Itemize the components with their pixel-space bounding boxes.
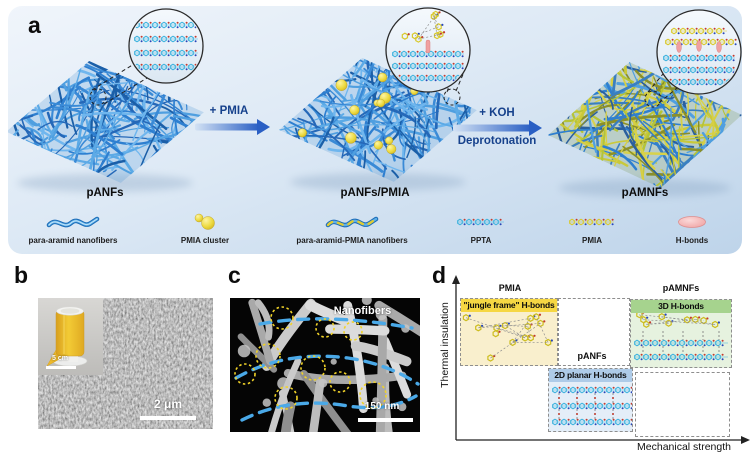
y-axis-label: Thermal insulation — [439, 302, 451, 388]
sem-closeup-micrograph — [230, 298, 420, 432]
x-axis-label: Mechanical strength — [637, 441, 731, 453]
sem-micrograph — [38, 298, 213, 429]
arrow1-label: + PMIA — [209, 105, 249, 117]
stage-pamnfs-label: pAMNFs — [621, 187, 669, 199]
pamnfs-item-name: pAMNFs — [662, 283, 700, 293]
empty-region-box-bottom — [635, 372, 730, 437]
stage-panfs-label: pANFs — [86, 187, 124, 199]
ppta-structure-inset-circle — [128, 8, 204, 84]
panfs-item-name: pANFs — [577, 351, 607, 361]
legend-label-para-aramid-pmia-nanofibers: para-aramid-PMIA nanofibers — [296, 236, 408, 245]
pmia-item-name: PMIA — [498, 283, 522, 293]
panel-b-label: b — [14, 262, 29, 288]
3d-hbond-structure-art — [634, 313, 728, 361]
legend-label-ppta: PPTA — [470, 236, 492, 245]
pmia-addition-arrow — [195, 119, 270, 135]
pmia-bond-header: "jungle frame" H-bonds — [461, 299, 557, 312]
chart-axes — [452, 275, 750, 444]
empty-region-box-top — [558, 298, 630, 366]
sem-c-scale-bar-label: 150 nm — [364, 401, 400, 412]
2d-planar-hbond-structure-art — [552, 386, 632, 426]
legend-label-pmia-cluster: PMIA cluster — [180, 236, 230, 245]
legend-label-para-aramid-nanofibers: para-aramid nanofibers — [28, 236, 118, 245]
pamnfs-bond-box: 3D H-bonds — [630, 299, 732, 368]
inset-scale-bar — [46, 366, 76, 369]
panel-b-sem-image: 5 cm 2 μm — [38, 298, 213, 429]
pamnfs-bond-header: 3D H-bonds — [631, 300, 731, 313]
panfs-bond-box: 2D planar H-bonds — [548, 368, 633, 432]
legend-label-pmia: PMIA — [582, 236, 602, 245]
panel-c-sem-image: Nanofibers 150 nm — [230, 298, 420, 432]
panel-a-artwork — [8, 7, 742, 230]
panel-c-label: c — [228, 262, 241, 288]
panel-a-schematic: a pANFs pANFs/PMIA pAMNFs + PMIA + KOH D… — [8, 6, 742, 254]
nanofibers-annotation: Nanofibers — [333, 305, 392, 317]
inset-scale-bar-label: 5 cm — [52, 355, 68, 362]
jungle-frame-structure-art — [462, 313, 553, 362]
hbonded-structure-inset-circle — [656, 9, 742, 95]
panfs-bond-header: 2D planar H-bonds — [549, 369, 632, 382]
panel-d-label: d — [432, 262, 447, 288]
sem-scale-bar-label: 2 μm — [153, 397, 183, 411]
sem-c-scale-bar — [358, 418, 413, 422]
pmia-bond-box: "jungle frame" H-bonds — [460, 298, 558, 366]
arrow2-sublabel: Deprotonation — [457, 135, 537, 147]
panel-a-label: a — [28, 12, 41, 38]
mat-shadows — [17, 173, 731, 197]
koh-deprotonation-arrow — [453, 120, 542, 136]
magnifier-callout-lines — [89, 63, 678, 108]
arrow2-label: + KOH — [479, 107, 515, 119]
pmia-cluster-structure-inset-circle — [385, 7, 471, 93]
sem-scale-bar — [140, 416, 196, 420]
film-photo-inset — [38, 298, 103, 375]
legend-label-h-bonds: H-bonds — [675, 236, 709, 245]
legend-icons — [46, 213, 706, 230]
stage-panfs-pmia-label: pANFs/PMIA — [340, 187, 410, 199]
